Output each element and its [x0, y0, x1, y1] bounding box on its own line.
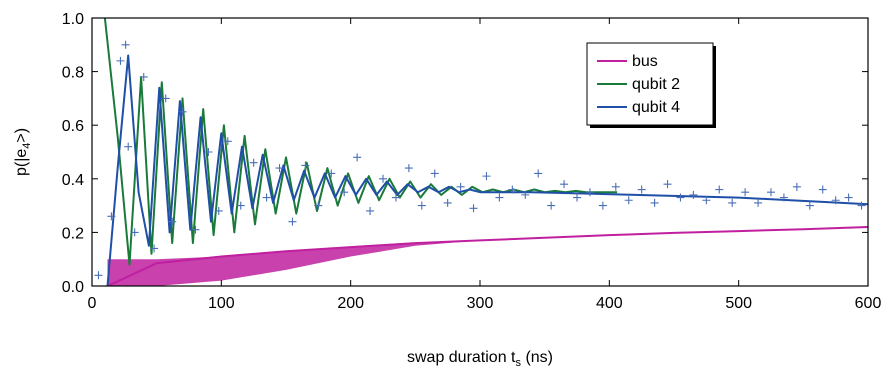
data-point-qubit-4-data	[275, 164, 284, 173]
x-tick-label: 0	[88, 295, 97, 312]
data-point-qubit-4-data	[715, 185, 724, 194]
x-tick-label: 500	[725, 295, 752, 312]
data-point-qubit-4-data	[624, 196, 633, 205]
series-line-qubit-2	[103, 18, 618, 266]
data-point-qubit-4-data	[314, 201, 323, 210]
data-layer	[94, 18, 868, 286]
data-point-qubit-4-data	[168, 217, 177, 226]
data-point-qubit-4-data	[404, 164, 413, 173]
data-point-qubit-4-data	[456, 182, 465, 191]
data-point-qubit-4-data	[844, 193, 853, 202]
data-point-qubit-4-data	[857, 201, 866, 210]
y-tick-label: 0.2	[62, 225, 84, 242]
data-point-qubit-4-data	[818, 185, 827, 194]
data-point-qubit-4-data	[650, 198, 659, 207]
data-point-qubit-4-data	[130, 228, 139, 237]
data-point-qubit-4-data	[585, 188, 594, 197]
axis-ticks: 0 100 200 300 400 500 600 0.0 0.2 0.4 0.6 0.8 1.0	[62, 11, 882, 312]
data-point-qubit-4-data	[121, 40, 130, 49]
x-tick-label: 300	[467, 295, 494, 312]
series-group	[94, 18, 868, 286]
data-point-qubit-4-data	[482, 172, 491, 181]
x-axis-label: swap duration ts (ns)	[407, 349, 553, 369]
data-point-qubit-4-data	[288, 217, 297, 226]
data-point-qubit-4-data	[521, 190, 530, 199]
data-point-qubit-4-data	[366, 206, 375, 215]
data-point-qubit-4-data	[702, 196, 711, 205]
data-point-qubit-4-data	[508, 185, 517, 194]
data-point-qubit-4-data	[150, 244, 159, 253]
data-point-qubit-4-data	[792, 182, 801, 191]
y-tick-label: 1.0	[62, 11, 84, 28]
data-point-qubit-4-data	[191, 225, 200, 234]
data-point-qubit-4-data	[430, 169, 439, 178]
data-point-qubit-4-data	[689, 190, 698, 199]
series-band-bus	[107, 227, 868, 286]
data-point-qubit-4-data	[327, 169, 336, 178]
data-point-qubit-4-data	[124, 142, 133, 151]
y-tick-label: 0.4	[62, 172, 84, 189]
data-point-qubit-4-data	[560, 180, 569, 189]
y-tick-label: 0.0	[62, 279, 84, 296]
data-point-qubit-4-data	[779, 193, 788, 202]
data-point-qubit-4-data	[534, 169, 543, 178]
data-point-qubit-4-data	[728, 198, 737, 207]
legend-label-qubit-4: qubit 4	[632, 99, 680, 116]
x-tick-label: 200	[337, 295, 364, 312]
data-point-qubit-4-data	[94, 271, 103, 280]
legend-label-qubit-2: qubit 2	[632, 76, 680, 93]
data-point-qubit-4-data	[107, 212, 116, 221]
data-point-qubit-4-data	[161, 94, 170, 103]
legend-label-bus: bus	[632, 53, 658, 70]
data-point-qubit-4-data	[417, 201, 426, 210]
x-tick-label: 400	[596, 295, 623, 312]
data-point-qubit-4-data	[214, 206, 223, 215]
data-point-qubit-4-data	[598, 201, 607, 210]
data-point-qubit-4-data	[116, 56, 125, 65]
data-point-qubit-4-data	[178, 107, 187, 116]
data-point-qubit-4-data	[236, 201, 245, 210]
data-point-qubit-4-data	[139, 72, 148, 81]
y-tick-label: 0.8	[62, 65, 84, 82]
data-point-qubit-4-data	[805, 201, 814, 210]
data-point-qubit-4-data	[340, 188, 349, 197]
legend-box	[586, 42, 714, 126]
data-point-qubit-4-data	[469, 204, 478, 213]
data-point-qubit-4-data	[249, 158, 258, 167]
data-point-qubit-4-data	[547, 201, 556, 210]
data-point-qubit-4-data	[676, 193, 685, 202]
data-point-qubit-4-data	[391, 193, 400, 202]
data-point-qubit-4-data	[495, 193, 504, 202]
y-axis-label: p(|e4>)	[13, 128, 33, 176]
data-point-qubit-4-data	[754, 198, 763, 207]
x-tick-label: 100	[208, 295, 235, 312]
x-tick-label: 600	[855, 295, 882, 312]
data-point-qubit-4-data	[573, 193, 581, 202]
data-point-qubit-4-data	[262, 193, 271, 202]
data-point-qubit-4-data	[443, 198, 452, 207]
data-point-qubit-4-data	[204, 148, 213, 156]
series-line-bus	[107, 226, 868, 286]
data-point-qubit-4-data	[741, 188, 750, 197]
data-point-qubit-4-data	[831, 196, 840, 205]
data-point-qubit-4-data	[379, 174, 387, 183]
data-point-qubit-4-data	[663, 180, 672, 189]
data-point-qubit-4-data	[353, 153, 362, 162]
data-point-qubit-4-data	[301, 161, 310, 170]
y-tick-label: 0.6	[62, 118, 84, 135]
data-point-qubit-4-data	[223, 137, 232, 146]
series-line-qubit-4	[106, 54, 868, 286]
data-point-qubit-4-data	[637, 185, 646, 194]
data-point-qubit-4-data	[611, 182, 620, 191]
data-point-qubit-4-data	[767, 188, 775, 197]
legend: bus qubit 2 qubit 4	[586, 42, 716, 128]
